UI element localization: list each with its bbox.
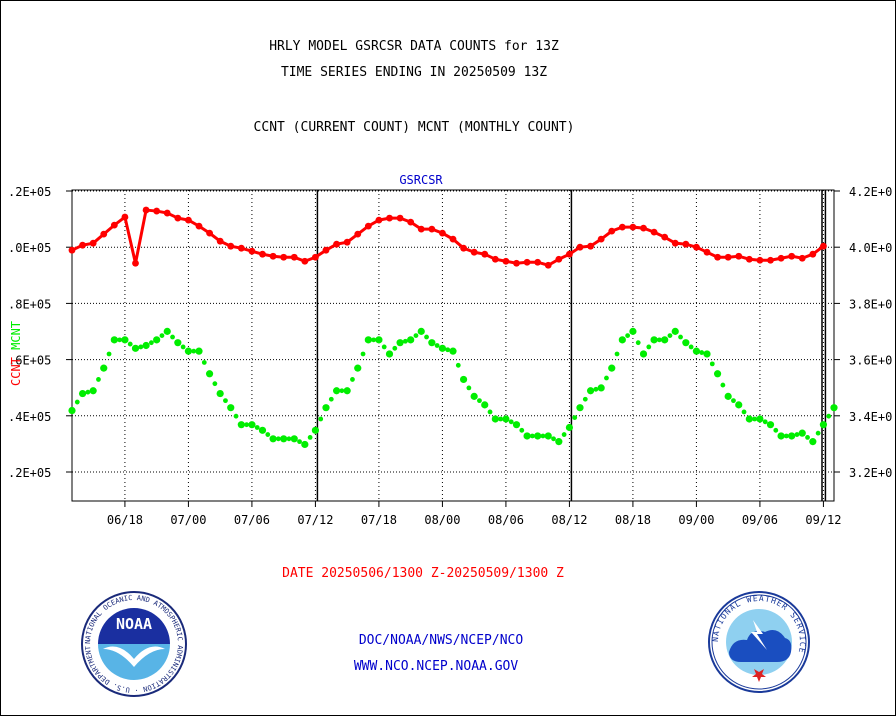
org-label: DOC/NOAA/NWS/NCEP/NCO (358, 633, 524, 648)
noaa-logo-text: NOAA (116, 615, 152, 633)
noaa-logo: NATIONAL OCEANIC AND ATMOSPHERIC ADMINIS… (79, 589, 187, 697)
nws-logo: NATIONAL WEATHER SERVICE (708, 591, 810, 693)
date-range-label: DATE 20250506/1300 Z-20250509/1300 Z (282, 566, 564, 581)
chart-title-line2: TIME SERIES ENDING IN 20250509 13Z (280, 65, 548, 80)
chart-title-line3: CCNT (CURRENT COUNT) MCNT (MONTHLY COUNT… (253, 120, 575, 135)
website-link[interactable]: WWW.NCO.NCEP.NOAA.GOV (353, 659, 519, 674)
chart-title-line1: HRLY MODEL GSRCSR DATA COUNTS for 13Z (269, 39, 559, 54)
